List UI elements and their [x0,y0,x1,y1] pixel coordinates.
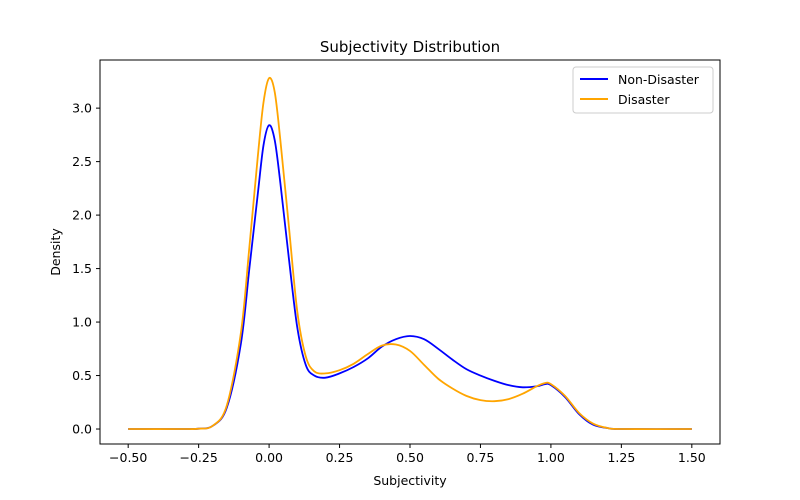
y-tick-label: 3.0 [72,101,92,116]
x-tick-label: 1.50 [678,450,706,465]
x-tick-label: 0.25 [326,450,354,465]
x-tick-label: −0.25 [179,450,217,465]
series-line-disaster [128,76,692,431]
x-tick-label: −0.50 [109,450,147,465]
x-tick-label: 0.00 [255,450,283,465]
y-tick-label: 1.0 [72,315,92,330]
legend: Non-Disaster Disaster [572,66,714,114]
legend-label-disaster: Disaster [618,92,670,107]
x-tick-label: 0.75 [467,450,495,465]
x-tick-label: 0.50 [396,450,424,465]
y-tick-label: 0.5 [72,368,92,383]
x-tick-label: 1.00 [537,450,565,465]
chart-title: Subjectivity Distribution [320,38,500,56]
x-axis-label: Subjectivity [373,473,447,488]
y-tick-label: 2.5 [72,154,92,169]
axis-ticks: −0.50 −0.25 0.00 0.25 0.50 0.75 1.00 1.25 1.50 0.… [72,101,706,465]
y-tick-label: 0.0 [72,422,92,437]
x-tick-label: 1.25 [607,450,635,465]
y-tick-label: 1.5 [72,261,92,276]
y-axis-label: Density [48,228,63,276]
series-line-non-disaster [128,124,692,431]
legend-label-non-disaster: Non-Disaster [618,72,700,87]
y-tick-label: 2.0 [72,208,92,223]
plot-area [128,76,692,431]
